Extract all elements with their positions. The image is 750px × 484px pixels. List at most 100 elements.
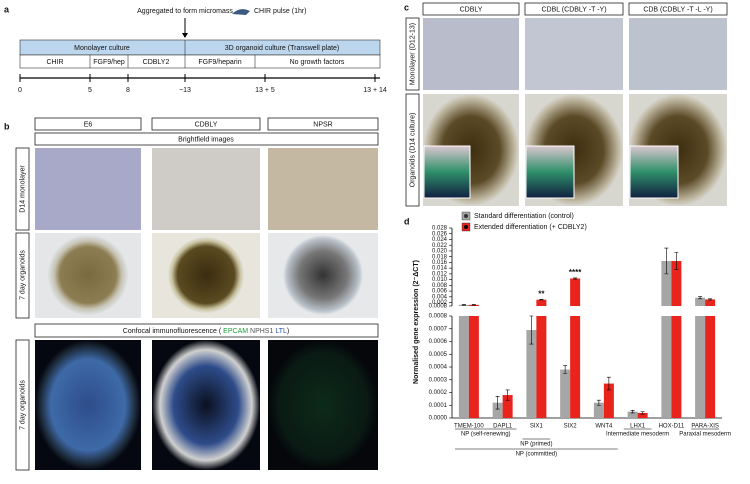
error-bar (573, 277, 578, 280)
legend-marker (464, 225, 468, 229)
bar (603, 383, 614, 418)
bar (627, 411, 638, 418)
panel-c: c CDBLY CDBL (CDBLY -T -Y) CDB (CDBLY -T… (404, 2, 728, 207)
panel-letter: b (4, 121, 10, 131)
x-tick-label: WNT4 (595, 424, 613, 430)
bar (705, 316, 716, 418)
y-tick-label: 0.022 (432, 243, 448, 249)
error-bar (471, 304, 476, 306)
error-bar (529, 315, 534, 345)
image (35, 340, 141, 470)
bar (468, 316, 479, 418)
y-tick-label: 0.0005 (429, 352, 448, 358)
y-tick-label: 0.004 (432, 294, 448, 300)
col-box (524, 2, 624, 16)
y-tick-label: 0.012 (432, 271, 448, 277)
row-label: Organoids (D14 culture) (409, 113, 416, 188)
panel-letter: a (4, 4, 10, 14)
section-label: Confocal immunofluorescence ( EPCAM NPHS… (123, 328, 289, 335)
arrowhead (182, 33, 188, 38)
marker-label: EPCAM (223, 328, 248, 335)
legend-marker (464, 214, 468, 218)
error-bar (640, 411, 645, 415)
bar (705, 299, 716, 306)
error-bar (708, 298, 713, 301)
row-label: 7 day organoids (19, 380, 26, 430)
inset (629, 145, 679, 199)
timeline-label: ~13 (179, 87, 191, 94)
col-label: NPSR (313, 121, 332, 128)
timeline-label: 0 (18, 87, 22, 94)
bar (536, 316, 547, 418)
pulse-icon (232, 9, 250, 15)
x-tick-label: TMEM-100 (454, 424, 484, 430)
group-label: NP (primed) (520, 442, 552, 448)
confocal-title: Confocal immunofluorescence ( (123, 328, 222, 335)
error-bar (698, 296, 703, 300)
col-box (267, 117, 379, 131)
x-tick-label: PARA-XIS (691, 424, 719, 430)
y-tick-label: 0.0008 (429, 304, 448, 310)
bar (671, 316, 682, 418)
x-tick-label: SIX1 (530, 424, 544, 430)
error-bar (505, 389, 510, 401)
image (629, 18, 727, 90)
section-box (34, 132, 379, 146)
group-label: NP (self-renewing) (461, 432, 511, 438)
inset (423, 145, 471, 199)
error-bar (461, 304, 466, 306)
col-box (151, 117, 261, 131)
row-box (405, 93, 420, 207)
organoid (168, 237, 244, 313)
marker-label: LTL (275, 328, 287, 335)
image (152, 148, 260, 230)
image (268, 340, 378, 470)
group-label: NP (committed) (516, 452, 558, 458)
y-tick-label: 0.028 (432, 226, 448, 232)
error-bar (664, 247, 669, 275)
bar (570, 278, 581, 306)
y-tick-label: 0.008 (432, 283, 448, 289)
aggregate-label: Aggregated to form micromass (137, 8, 233, 15)
timeline-label: 5 (88, 87, 92, 94)
step: CDBLY2 (143, 59, 170, 66)
step: CHIR (46, 59, 63, 66)
panel-b: b E6 CDBLY NPSR Brightfield images D14 m… (4, 117, 379, 471)
row-box (405, 17, 420, 91)
panel-a: a Aggregated to form micromass CHIR puls… (4, 4, 387, 93)
col-box (422, 2, 520, 16)
panel-letter: d (404, 216, 410, 226)
error-bar (563, 365, 568, 374)
row-box (15, 339, 30, 471)
y-tick-label: 0.014 (432, 266, 448, 272)
y-tick-label: 0.020 (432, 249, 448, 255)
bar (695, 297, 706, 306)
step: No growth factors (290, 59, 345, 66)
row-box (15, 147, 30, 231)
step: FGF9/heparin (198, 59, 241, 66)
marker-label: NPHS1 (250, 328, 273, 335)
y-tick-label: 0.0002 (429, 390, 448, 396)
bar (570, 316, 581, 418)
image (423, 18, 519, 90)
timeline-label: 8 (126, 87, 130, 94)
step-bar (19, 54, 381, 69)
confocal-close: ) (287, 328, 289, 335)
error-bar (495, 396, 500, 410)
bar (671, 260, 682, 306)
y-tick-label: 0.0004 (429, 365, 448, 371)
row-label: D14 monolayer (19, 165, 26, 213)
pulse-label: CHIR pulse (1hr) (254, 8, 307, 15)
panel-letter: c (404, 2, 409, 12)
panel-d: d Normalised gene expression (2⁻ΔCT) 0.0… (404, 211, 731, 458)
col-label: CDBLY (460, 6, 483, 13)
y-tick-label: 0.024 (432, 237, 448, 243)
organoid (283, 235, 363, 315)
timeline-ticks: 0 5 8 ~13 13 + 5 13 + 14 (18, 74, 387, 94)
x-tick-label: LHX1 (630, 424, 646, 430)
significance: **** (569, 268, 582, 277)
timeline-label: 13 + 5 (255, 87, 275, 94)
col-label: CDBLY (195, 121, 218, 128)
bar (536, 299, 547, 306)
step: FGF9/hep (93, 59, 125, 66)
